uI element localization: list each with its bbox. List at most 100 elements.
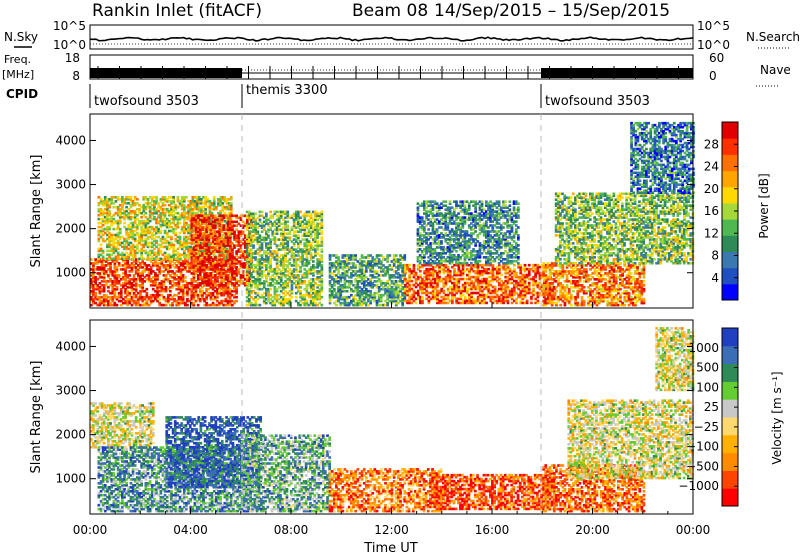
echo-cell — [394, 301, 398, 305]
echo-cell — [453, 289, 456, 293]
echo-cell — [176, 239, 180, 243]
echo-cell — [214, 268, 217, 271]
echo-cell — [192, 293, 196, 297]
echo-cell — [286, 301, 290, 305]
echo-cell — [165, 241, 169, 245]
echo-cell — [165, 198, 169, 201]
echo-cell — [154, 278, 157, 281]
echo-cell — [106, 225, 109, 229]
echo-cell — [369, 254, 372, 257]
echo-cell — [365, 264, 368, 267]
echo-cell — [190, 256, 194, 259]
echo-cell — [290, 287, 294, 291]
echo-cell — [284, 216, 287, 220]
echo-cell — [408, 277, 411, 281]
echo-cell — [250, 218, 253, 222]
echo-cell — [371, 260, 375, 263]
echo-cell — [148, 196, 152, 199]
echo-cell — [129, 196, 133, 199]
echo-cell — [431, 285, 435, 289]
echo-cell — [168, 219, 171, 223]
echo-cell — [160, 284, 164, 287]
echo-cell — [337, 260, 340, 263]
echo-cell — [185, 255, 188, 259]
echo-cell — [207, 228, 211, 231]
echo-cell — [158, 266, 161, 269]
echo-cell — [347, 284, 351, 287]
echo-cell — [150, 231, 154, 235]
echo-cell — [463, 295, 467, 299]
echo-cell — [205, 220, 209, 224]
echo-cell — [269, 252, 272, 255]
echo-cell — [358, 280, 362, 283]
echo-cell — [150, 251, 154, 255]
echo-cell — [282, 264, 285, 267]
echo-cell — [155, 209, 158, 213]
echo-cell — [468, 299, 471, 303]
echo-cell — [138, 211, 141, 215]
echo-cell — [358, 270, 362, 273]
echo-cell — [124, 262, 127, 265]
echo-cell — [104, 280, 108, 283]
echo-cell — [202, 202, 205, 205]
echo-cell — [145, 293, 149, 297]
echo-cell — [390, 289, 394, 293]
echo-cell — [371, 293, 375, 297]
echo-cell — [130, 270, 134, 273]
echo-cell — [127, 231, 131, 235]
echo-cell — [318, 289, 322, 293]
echo-cell — [316, 226, 319, 229]
echo-cell — [127, 233, 131, 237]
echo-cell — [360, 266, 364, 269]
echo-cell — [347, 282, 351, 285]
echo-cell — [243, 256, 247, 259]
echo-cell — [177, 262, 181, 265]
echo-cell — [286, 252, 290, 255]
echo-cell — [143, 268, 147, 271]
echo-cell — [184, 303, 187, 307]
echo-cell — [211, 280, 215, 283]
nsearch-label: N.Search — [746, 30, 800, 44]
echo-cell — [379, 297, 383, 301]
echo-cell — [337, 297, 340, 301]
echo-cell — [212, 253, 216, 257]
echo-cell — [201, 218, 204, 222]
echo-cell — [314, 216, 317, 220]
echo-cell — [273, 287, 277, 291]
echo-cell — [453, 271, 456, 275]
echo-cell — [301, 264, 304, 267]
echo-cell — [154, 274, 157, 277]
echo-cell — [369, 274, 372, 277]
echo-cell — [307, 272, 311, 275]
echo-cell — [192, 226, 196, 229]
echo-cell — [102, 287, 106, 291]
echo-cell — [254, 291, 257, 295]
echo-cell — [224, 228, 228, 231]
echo-cell — [101, 217, 105, 221]
echo-cell — [218, 260, 221, 263]
echo-cell — [191, 209, 195, 213]
echo-cell — [343, 276, 347, 279]
echo-cell — [394, 258, 398, 261]
echo-cell — [139, 293, 142, 297]
echo-cell — [241, 256, 245, 259]
echo-cell — [148, 207, 152, 211]
echo-cell — [99, 198, 103, 201]
echo-cell — [223, 219, 227, 223]
echo-cell — [117, 295, 121, 299]
echo-cell — [401, 291, 404, 295]
echo-cell — [114, 221, 118, 225]
echo-cell — [262, 295, 266, 299]
echo-cell — [459, 295, 463, 299]
echo-cell — [316, 242, 319, 245]
echo-cell — [256, 268, 260, 271]
echo-cell — [421, 291, 424, 295]
echo-cell — [292, 274, 296, 277]
echo-cell — [114, 249, 118, 253]
echo-cell — [108, 231, 111, 235]
echo-cell — [220, 268, 223, 271]
echo-cell — [241, 280, 245, 283]
echo-cell — [312, 280, 315, 283]
echo-cell — [205, 242, 209, 245]
echo-cell — [131, 202, 135, 205]
